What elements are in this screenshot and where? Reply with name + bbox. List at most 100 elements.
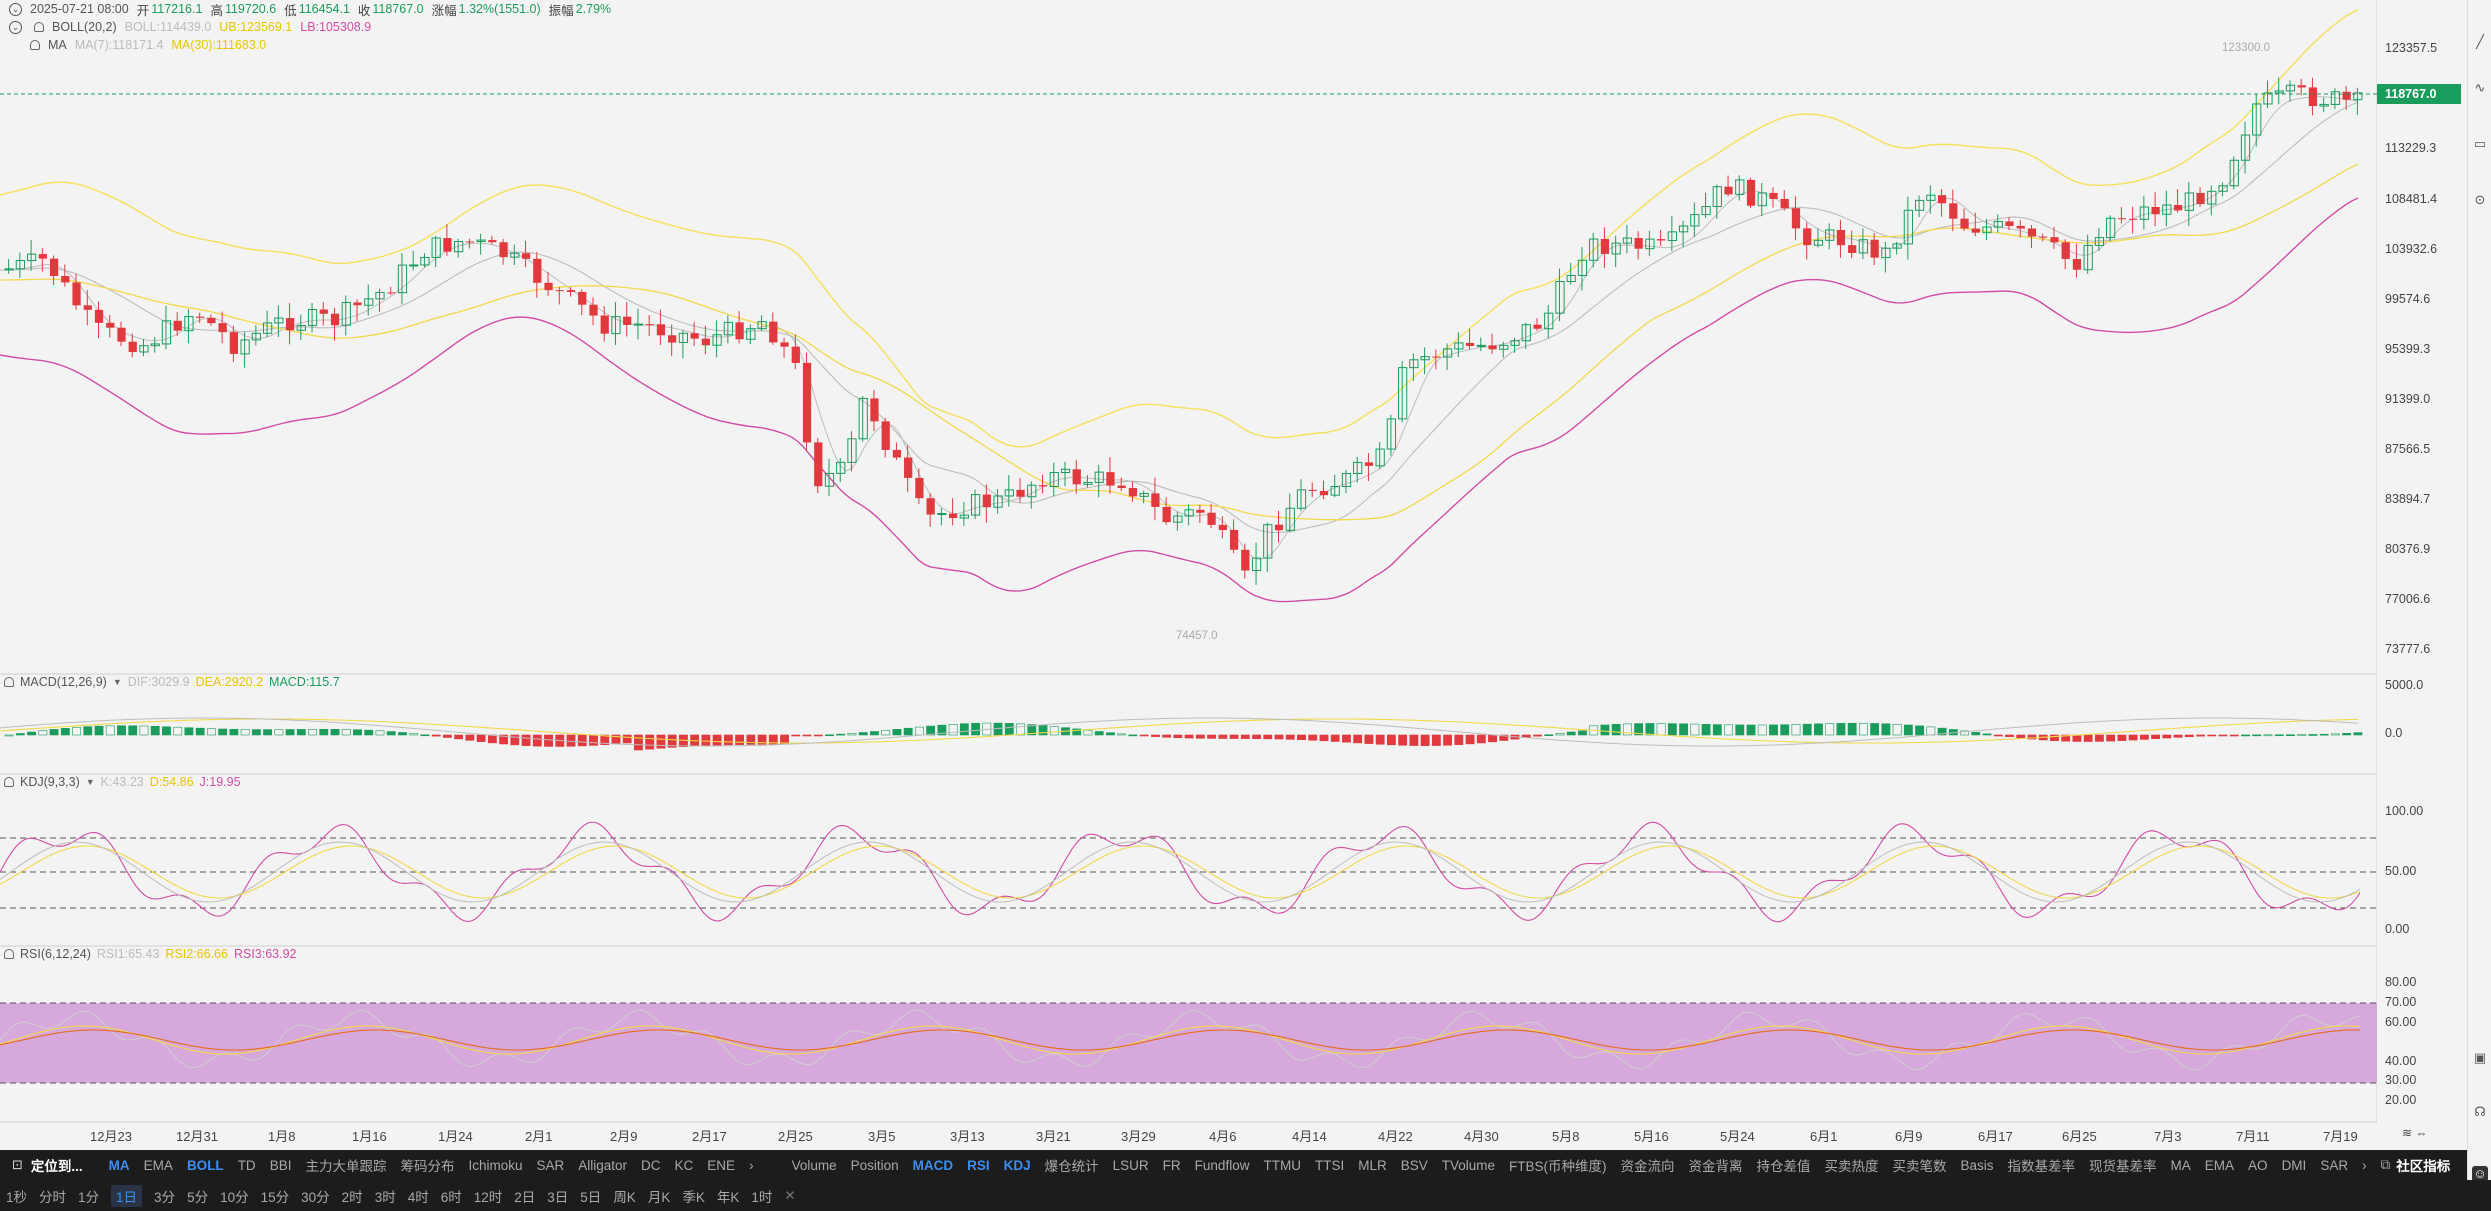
bell-icon[interactable] — [34, 22, 44, 32]
interval-12h[interactable]: 12时 — [473, 1189, 503, 1205]
sub-ind-fr[interactable]: FR — [1162, 1157, 1181, 1173]
candle-body — [285, 318, 295, 331]
sub-ind-mlr[interactable]: MLR — [1358, 1157, 1387, 1173]
interval-year[interactable]: 年K — [716, 1189, 740, 1205]
chevron-down-icon[interactable]: ▼ — [112, 677, 122, 687]
main-ind-td[interactable]: TD — [237, 1157, 256, 1173]
candle-body — [1274, 524, 1284, 531]
bell-icon[interactable] — [4, 949, 14, 959]
interval-30m[interactable]: 30分 — [301, 1189, 330, 1205]
locate-button[interactable]: 定位到... — [30, 1159, 83, 1174]
sub-ind-ao[interactable]: AO — [2248, 1157, 2268, 1173]
close-icon[interactable]: ✕ — [784, 1187, 796, 1203]
boll-mid: BOLL:114439.0 — [124, 20, 212, 34]
candle-body — [94, 309, 104, 323]
interval-4h[interactable]: 4时 — [407, 1189, 429, 1205]
draw-line-icon[interactable]: ╱ — [2476, 34, 2484, 49]
sub-ind-index-basis[interactable]: 指数基差率 — [2007, 1159, 2076, 1174]
chart-canvas[interactable] — [0, 0, 2377, 1150]
rsi-name[interactable]: RSI(6,12,24) — [20, 947, 91, 961]
interval-2d[interactable]: 2日 — [514, 1189, 536, 1205]
bell-icon[interactable] — [4, 777, 14, 787]
sub-ind-position[interactable]: Position — [850, 1157, 899, 1173]
sub-ind-basis[interactable]: Basis — [1960, 1157, 1994, 1173]
sub-ind-ttsi[interactable]: TTSI — [1314, 1157, 1345, 1173]
collapse-icon[interactable]: ⌄ — [9, 2, 22, 16]
main-ind-ema[interactable]: EMA — [143, 1157, 173, 1173]
interval-5d[interactable]: 5日 — [580, 1189, 602, 1205]
main-ind-ene[interactable]: ENE — [707, 1157, 736, 1173]
sub-ind-bsv[interactable]: BSV — [1400, 1157, 1428, 1173]
kdj-name[interactable]: KDJ(9,3,3) — [20, 775, 80, 789]
interval-week[interactable]: 周K — [613, 1189, 636, 1205]
interval-3m[interactable]: 3分 — [154, 1189, 176, 1205]
sub-ind-spot-basis[interactable]: 现货基差率 — [2089, 1159, 2157, 1174]
interval-6h[interactable]: 6时 — [440, 1189, 462, 1205]
sub-ind-kdj[interactable]: KDJ — [1003, 1157, 1031, 1173]
main-ind-sar[interactable]: SAR — [536, 1157, 565, 1173]
bell-icon[interactable] — [30, 40, 40, 50]
sub-ind-ttmu[interactable]: TTMU — [1263, 1157, 1301, 1173]
screen-icon[interactable]: ▭ — [2473, 136, 2487, 151]
sub-ind-ma[interactable]: MA — [2170, 1157, 2191, 1173]
high-marker: 123300.0 — [2222, 42, 2270, 54]
main-ind-dc[interactable]: DC — [641, 1157, 661, 1173]
main-ind-ma[interactable]: MA — [108, 1157, 130, 1173]
more-sub-chevron-icon[interactable]: › — [2362, 1157, 2367, 1173]
macd-name[interactable]: MACD(12,26,9) — [20, 675, 107, 689]
interval-5m[interactable]: 5分 — [187, 1189, 209, 1205]
main-ind-alligator[interactable]: Alligator — [578, 1157, 628, 1173]
settings-icon[interactable]: ⊙ — [2474, 192, 2486, 207]
sub-ind-fundflow[interactable]: Fundflow — [1194, 1157, 1250, 1173]
interval-15m[interactable]: 15分 — [260, 1189, 290, 1205]
sub-ind-rsi[interactable]: RSI — [967, 1157, 990, 1173]
community-indicators-button[interactable]: 社区指标 — [2396, 1159, 2451, 1174]
more-main-chevron-icon[interactable]: › — [749, 1157, 754, 1173]
sub-ind-fund-divergence[interactable]: 资金背离 — [1688, 1159, 1743, 1174]
collapse-icon[interactable]: ⌄ — [9, 20, 22, 34]
sub-ind-volume[interactable]: Volume — [791, 1157, 837, 1173]
interval-1h[interactable]: 1时 — [751, 1189, 773, 1205]
main-ind-chip[interactable]: 筹码分布 — [400, 1159, 455, 1174]
interval-month[interactable]: 月K — [647, 1189, 671, 1205]
headset-icon[interactable]: ☊ — [2474, 1104, 2486, 1119]
sub-ind-sar[interactable]: SAR — [2320, 1157, 2349, 1173]
macd-bar — [83, 726, 93, 736]
main-ind-kc[interactable]: KC — [674, 1157, 694, 1173]
interval-1m[interactable]: 1分 — [78, 1189, 100, 1205]
sub-ind-fund-flow-cn[interactable]: 资金流向 — [1620, 1159, 1675, 1174]
sub-ind-macd[interactable]: MACD — [912, 1157, 954, 1173]
main-ind-ichimoku[interactable]: Ichimoku — [468, 1157, 523, 1173]
sub-ind-lsur[interactable]: LSUR — [1112, 1157, 1149, 1173]
main-ind-boll[interactable]: BOLL — [186, 1157, 224, 1173]
community-icon[interactable]: ⧉ — [2380, 1157, 2391, 1172]
interval-3h[interactable]: 3时 — [374, 1189, 396, 1205]
sub-ind-liquidation[interactable]: 爆仓统计 — [1044, 1159, 1099, 1174]
support-icon[interactable]: ☺ — [2472, 1166, 2488, 1182]
chevron-down-icon[interactable]: ▼ — [85, 777, 95, 787]
locate-icon[interactable]: ⊡ — [12, 1157, 23, 1172]
interval-timeshare[interactable]: 分时 — [39, 1189, 67, 1205]
interval-quarter[interactable]: 季K — [682, 1189, 705, 1205]
candle-body — [1263, 524, 1273, 559]
interval-3d[interactable]: 3日 — [547, 1189, 569, 1205]
interval-10m[interactable]: 10分 — [220, 1189, 249, 1205]
ma-name[interactable]: MA — [48, 38, 67, 52]
layout-icon[interactable]: ▣ — [2473, 1050, 2487, 1065]
boll-name[interactable]: BOLL(20,2) — [52, 20, 117, 34]
interval-1d[interactable]: 1日 — [111, 1184, 143, 1207]
sub-ind-oi-diff[interactable]: 持仓差值 — [1756, 1159, 1811, 1174]
sub-ind-ftbs[interactable]: FTBS(币种维度) — [1509, 1159, 1607, 1174]
sub-ind-trade-count[interactable]: 买卖笔数 — [1892, 1159, 1947, 1174]
indicator-icon[interactable]: ∿ — [2474, 80, 2486, 95]
interval-2h[interactable]: 2时 — [341, 1189, 363, 1205]
interval-1s[interactable]: 1秒 — [6, 1189, 28, 1205]
bell-icon[interactable] — [4, 677, 14, 687]
sub-ind-dmi[interactable]: DMI — [2281, 1157, 2307, 1173]
main-ind-bbi[interactable]: BBI — [269, 1157, 292, 1173]
sub-ind-ema[interactable]: EMA — [2204, 1157, 2235, 1173]
axis-settings-icon[interactable]: ≋ ⇔ — [2402, 1126, 2428, 1140]
sub-ind-trade-heat[interactable]: 买卖热度 — [1824, 1159, 1879, 1174]
sub-ind-tvolume[interactable]: TVolume — [1441, 1157, 1496, 1173]
main-ind-main-force[interactable]: 主力大单跟踪 — [305, 1159, 387, 1174]
